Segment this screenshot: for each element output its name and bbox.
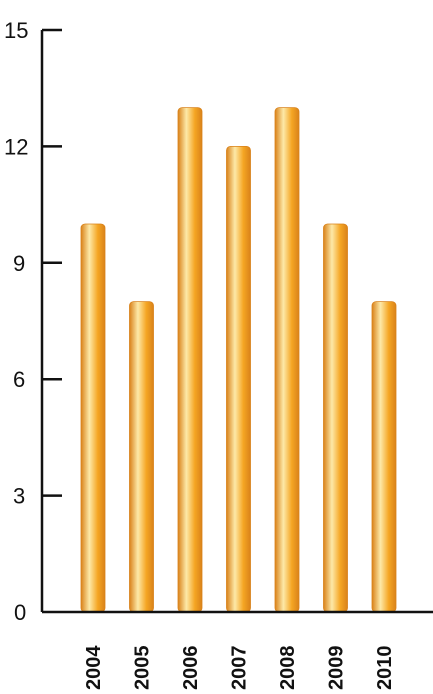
x-tick-label: 2006 (180, 646, 202, 691)
x-tick-label: 2004 (83, 645, 105, 690)
axis-layer (40, 28, 433, 614)
x-tick-label: 2005 (132, 646, 154, 691)
y-tick-label: 3 (13, 484, 25, 509)
bar-2008 (274, 107, 300, 613)
bar-body (80, 223, 106, 613)
bar-body (371, 301, 397, 613)
bar-2006 (177, 107, 203, 613)
bar-body (226, 145, 251, 613)
x-tick-label: 2010 (374, 646, 396, 691)
bar-body (177, 107, 203, 613)
y-tick-label: 6 (13, 367, 25, 392)
bar-2005 (129, 301, 154, 613)
bar-2009 (323, 223, 348, 613)
y-tick-label: 9 (13, 251, 25, 276)
bars-layer (80, 107, 397, 613)
y-tick-label: 0 (14, 600, 26, 625)
bar-2010 (371, 301, 397, 613)
y-tick-label: 15 (4, 18, 28, 43)
x-tick-label: 2009 (326, 646, 348, 691)
x-tick-label: 2008 (277, 646, 299, 691)
bar-2004 (80, 223, 106, 613)
bar-2007 (226, 145, 251, 613)
bar-body (274, 107, 300, 613)
y-tick-label: 12 (4, 134, 28, 159)
labels-layer: 0 3 6 9 12 15 2004 2005 2006 2007 2008 2009 2010 (4, 18, 396, 690)
bar-body (323, 223, 348, 613)
x-tick-label: 2007 (229, 646, 251, 691)
bar-body (129, 301, 154, 613)
